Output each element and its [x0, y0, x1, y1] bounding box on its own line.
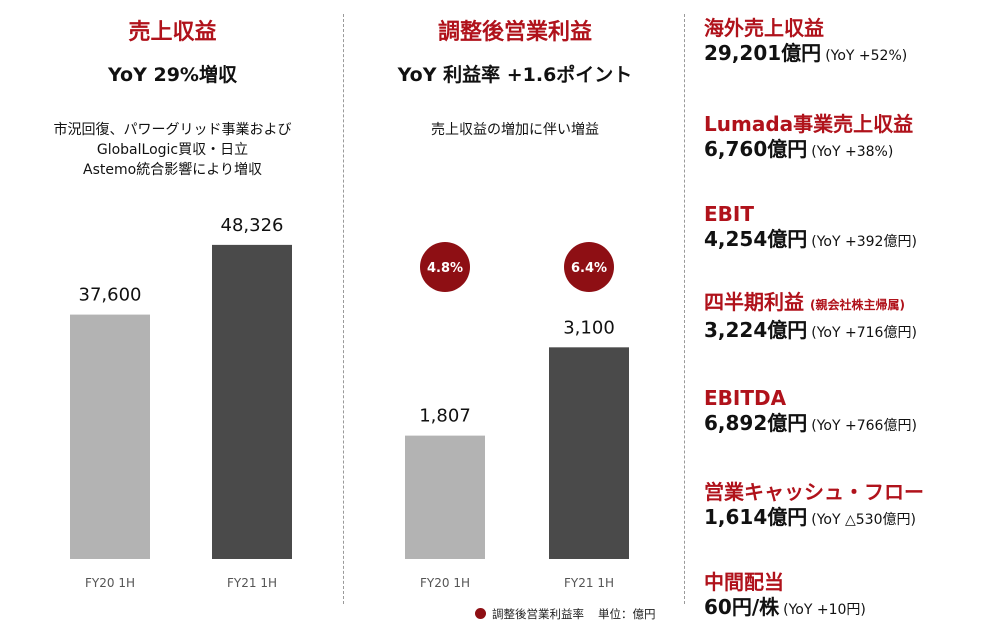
kpi-value-row: 6,892億円 (YoY +766億円)	[704, 410, 994, 439]
kpi-yoy: (YoY +38%)	[811, 144, 894, 160]
revenue-subtitle: YoY 29%増収	[108, 64, 237, 86]
x-tick-label: FY20 1H	[85, 576, 135, 590]
bar-fy20-1h	[70, 314, 150, 559]
operating-income-title: 調整後営業利益	[437, 20, 592, 45]
kpi-label: 中間配当	[704, 570, 784, 594]
kpi-yoy: (YoY +716億円)	[811, 325, 917, 341]
revenue-note-line: GlobalLogic買収・日立	[96, 142, 249, 158]
panel-divider-2	[684, 14, 685, 604]
kpi-value: 29,201億円	[704, 41, 822, 65]
x-tick-label: FY21 1H	[564, 576, 614, 590]
kpi-label-note: (親会社株主帰属)	[810, 298, 905, 312]
kpi-value: 1,614億円	[704, 505, 808, 529]
kpi-item: 中間配当 60円/株 (YoY +10円)	[704, 570, 994, 623]
kpi-value: 6,760億円	[704, 137, 808, 161]
margin-bubble	[420, 242, 470, 292]
kpi-value: 60円/株	[704, 595, 780, 619]
kpi-value: 6,892億円	[704, 411, 808, 435]
kpi-label: 海外売上収益	[704, 16, 824, 40]
kpi-value-row: 60円/株 (YoY +10円)	[704, 594, 994, 623]
kpi-value: 3,224億円	[704, 318, 808, 342]
kpi-value-row: 3,224億円 (YoY +716億円)	[704, 317, 994, 346]
kpi-yoy: (YoY △530億円)	[811, 512, 916, 528]
kpi-panel: 海外売上収益 29,201億円 (YoY +52%) Lumada事業売上収益 6…	[690, 0, 1000, 633]
chart-legend: 調整後営業利益率 単位：億円	[475, 606, 656, 622]
bar-value-label: 3,100	[563, 317, 615, 338]
margin-legend-marker	[475, 608, 486, 619]
bar-fy21-1h	[212, 244, 292, 560]
revenue-note: 市況回復、パワーグリッド事業および GlobalLogic買収・日立 Astem…	[0, 120, 345, 180]
margin-bubble	[564, 242, 614, 292]
x-tick-label: FY21 1H	[227, 576, 277, 590]
kpi-yoy: (YoY +392億円)	[811, 234, 917, 250]
bar-fy20-1h	[405, 435, 485, 559]
revenue-bar-chart: 37,600 FY20 1H 48,326 FY21 1H	[70, 215, 292, 590]
bar-value-label: 37,600	[79, 285, 142, 306]
kpi-value-row: 6,760億円 (YoY +38%)	[704, 136, 994, 165]
kpi-label: EBIT	[704, 202, 754, 226]
kpi-label: EBITDA	[704, 386, 787, 410]
kpi-label-row: 四半期利益 (親会社株主帰属)	[704, 290, 994, 317]
x-tick-label: FY20 1H	[420, 576, 470, 590]
operating-income-panel: 調整後営業利益 YoY 利益率 +1.6ポイント 売上収益の増加に伴い増益 1,…	[345, 0, 685, 633]
bar-fy21-1h	[549, 347, 629, 559]
kpi-item: EBIT 4,254億円 (YoY +392億円)	[704, 202, 994, 255]
kpi-item: 海外売上収益 29,201億円 (YoY +52%)	[704, 16, 994, 69]
operating-income-note: 売上収益の増加に伴い増益	[431, 122, 599, 138]
kpi-label: Lumada事業売上収益	[704, 112, 914, 136]
kpi-label: 営業キャッシュ・フロー	[704, 480, 924, 504]
bar-value-label: 48,326	[221, 215, 284, 236]
kpi-value-row: 4,254億円 (YoY +392億円)	[704, 226, 994, 255]
revenue-title: 売上収益	[128, 20, 217, 45]
margin-legend-label: 調整後営業利益率	[492, 607, 584, 621]
operating-income-bar-chart: 1,807 FY20 1H 4.8% 3,100 FY21 1H 6.4%	[405, 242, 629, 590]
kpi-yoy: (YoY +10円)	[783, 602, 866, 618]
kpi-yoy: (YoY +766億円)	[811, 418, 917, 434]
revenue-note-line: 市況回復、パワーグリッド事業および	[53, 122, 292, 138]
revenue-panel: 売上収益 YoY 29%増収 市況回復、パワーグリッド事業および GlobalL…	[0, 0, 345, 633]
operating-income-subtitle: YoY 利益率 +1.6ポイント	[397, 64, 633, 86]
kpi-item: 四半期利益 (親会社株主帰属) 3,224億円 (YoY +716億円)	[704, 290, 994, 346]
unit-label: 単位：億円	[598, 607, 656, 621]
kpi-yoy: (YoY +52%)	[825, 48, 908, 64]
kpi-value: 4,254億円	[704, 227, 808, 251]
kpi-item: Lumada事業売上収益 6,760億円 (YoY +38%)	[704, 112, 994, 165]
margin-bubble-label: 6.4%	[571, 261, 607, 276]
kpi-value-row: 29,201億円 (YoY +52%)	[704, 40, 994, 69]
kpi-value-row: 1,614億円 (YoY △530億円)	[704, 504, 994, 533]
kpi-item: 営業キャッシュ・フロー 1,614億円 (YoY △530億円)	[704, 480, 994, 533]
panel-divider-1	[343, 14, 344, 604]
kpi-label: 四半期利益	[704, 290, 804, 314]
kpi-item: EBITDA 6,892億円 (YoY +766億円)	[704, 386, 994, 439]
bar-value-label: 1,807	[419, 406, 471, 427]
margin-bubble-label: 4.8%	[427, 261, 463, 276]
revenue-note-line: Astemo統合影響により増収	[83, 162, 262, 178]
